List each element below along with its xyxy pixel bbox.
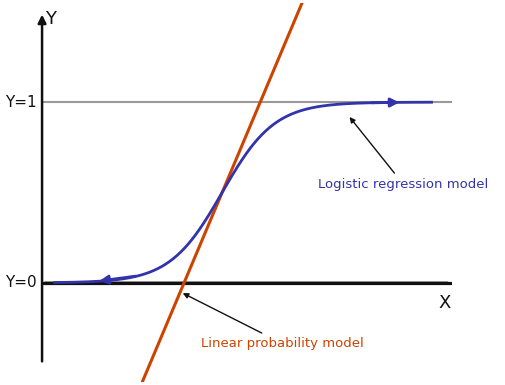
Text: Y=1: Y=1	[6, 95, 37, 110]
Text: Logistic regression model: Logistic regression model	[318, 118, 488, 191]
Text: X: X	[437, 294, 449, 312]
Text: Linear probability model: Linear probability model	[184, 294, 363, 350]
Text: Y: Y	[45, 10, 56, 28]
Text: Y=0: Y=0	[6, 275, 37, 290]
